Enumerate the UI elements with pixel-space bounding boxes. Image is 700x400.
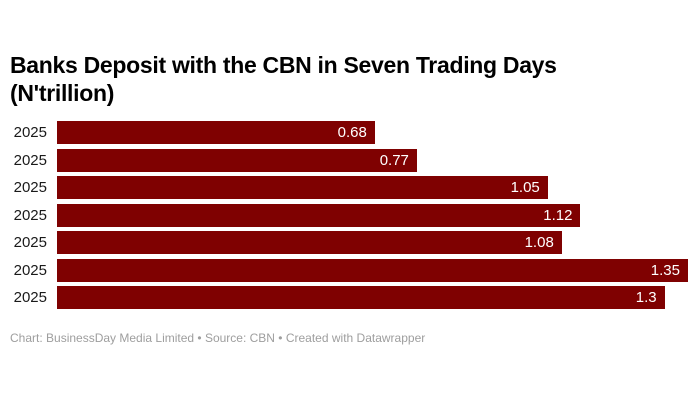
- category-label: 2025: [13, 151, 47, 169]
- category-label: 2025: [13, 124, 47, 142]
- bar-row: 2025 1.35: [0, 257, 700, 285]
- value-label: 1.12: [543, 206, 573, 224]
- bar: 0.68: [57, 121, 375, 145]
- bar: 1.3: [57, 286, 665, 310]
- bar-row: 2025 1.08: [0, 229, 700, 257]
- bar: 1.05: [57, 176, 548, 200]
- value-label: 0.77: [379, 151, 409, 169]
- category-label: 2025: [13, 289, 47, 307]
- bar-row: 2025 1.05: [0, 174, 700, 202]
- category-label: 2025: [13, 179, 47, 197]
- bar: 1.08: [57, 231, 562, 255]
- category-label: 2025: [13, 261, 47, 279]
- bar-row: 2025 1.12: [0, 202, 700, 230]
- chart-footer-credits: Chart: BusinessDay Media Limited • Sourc…: [10, 331, 426, 345]
- category-label: 2025: [13, 206, 47, 224]
- bar-row: 2025 0.68: [0, 119, 700, 147]
- chart-title: Banks Deposit with the CBN in Seven Trad…: [10, 52, 557, 106]
- category-label: 2025: [13, 234, 47, 252]
- bar-row: 2025 0.77: [0, 147, 700, 175]
- bar-row: 2025 1.3: [0, 284, 700, 312]
- value-label: 1.05: [510, 179, 540, 197]
- bar: 0.77: [57, 148, 417, 172]
- value-label: 1.08: [524, 234, 554, 252]
- bar: 1.35: [57, 258, 688, 282]
- value-label: 1.35: [650, 261, 680, 279]
- bar: 1.12: [57, 203, 581, 227]
- value-label: 1.3: [635, 289, 657, 307]
- bar-chart-plot-area: 2025 0.68 2025 0.77 2025 1.05 2025 1.12 …: [0, 119, 700, 312]
- value-label: 0.68: [337, 124, 367, 142]
